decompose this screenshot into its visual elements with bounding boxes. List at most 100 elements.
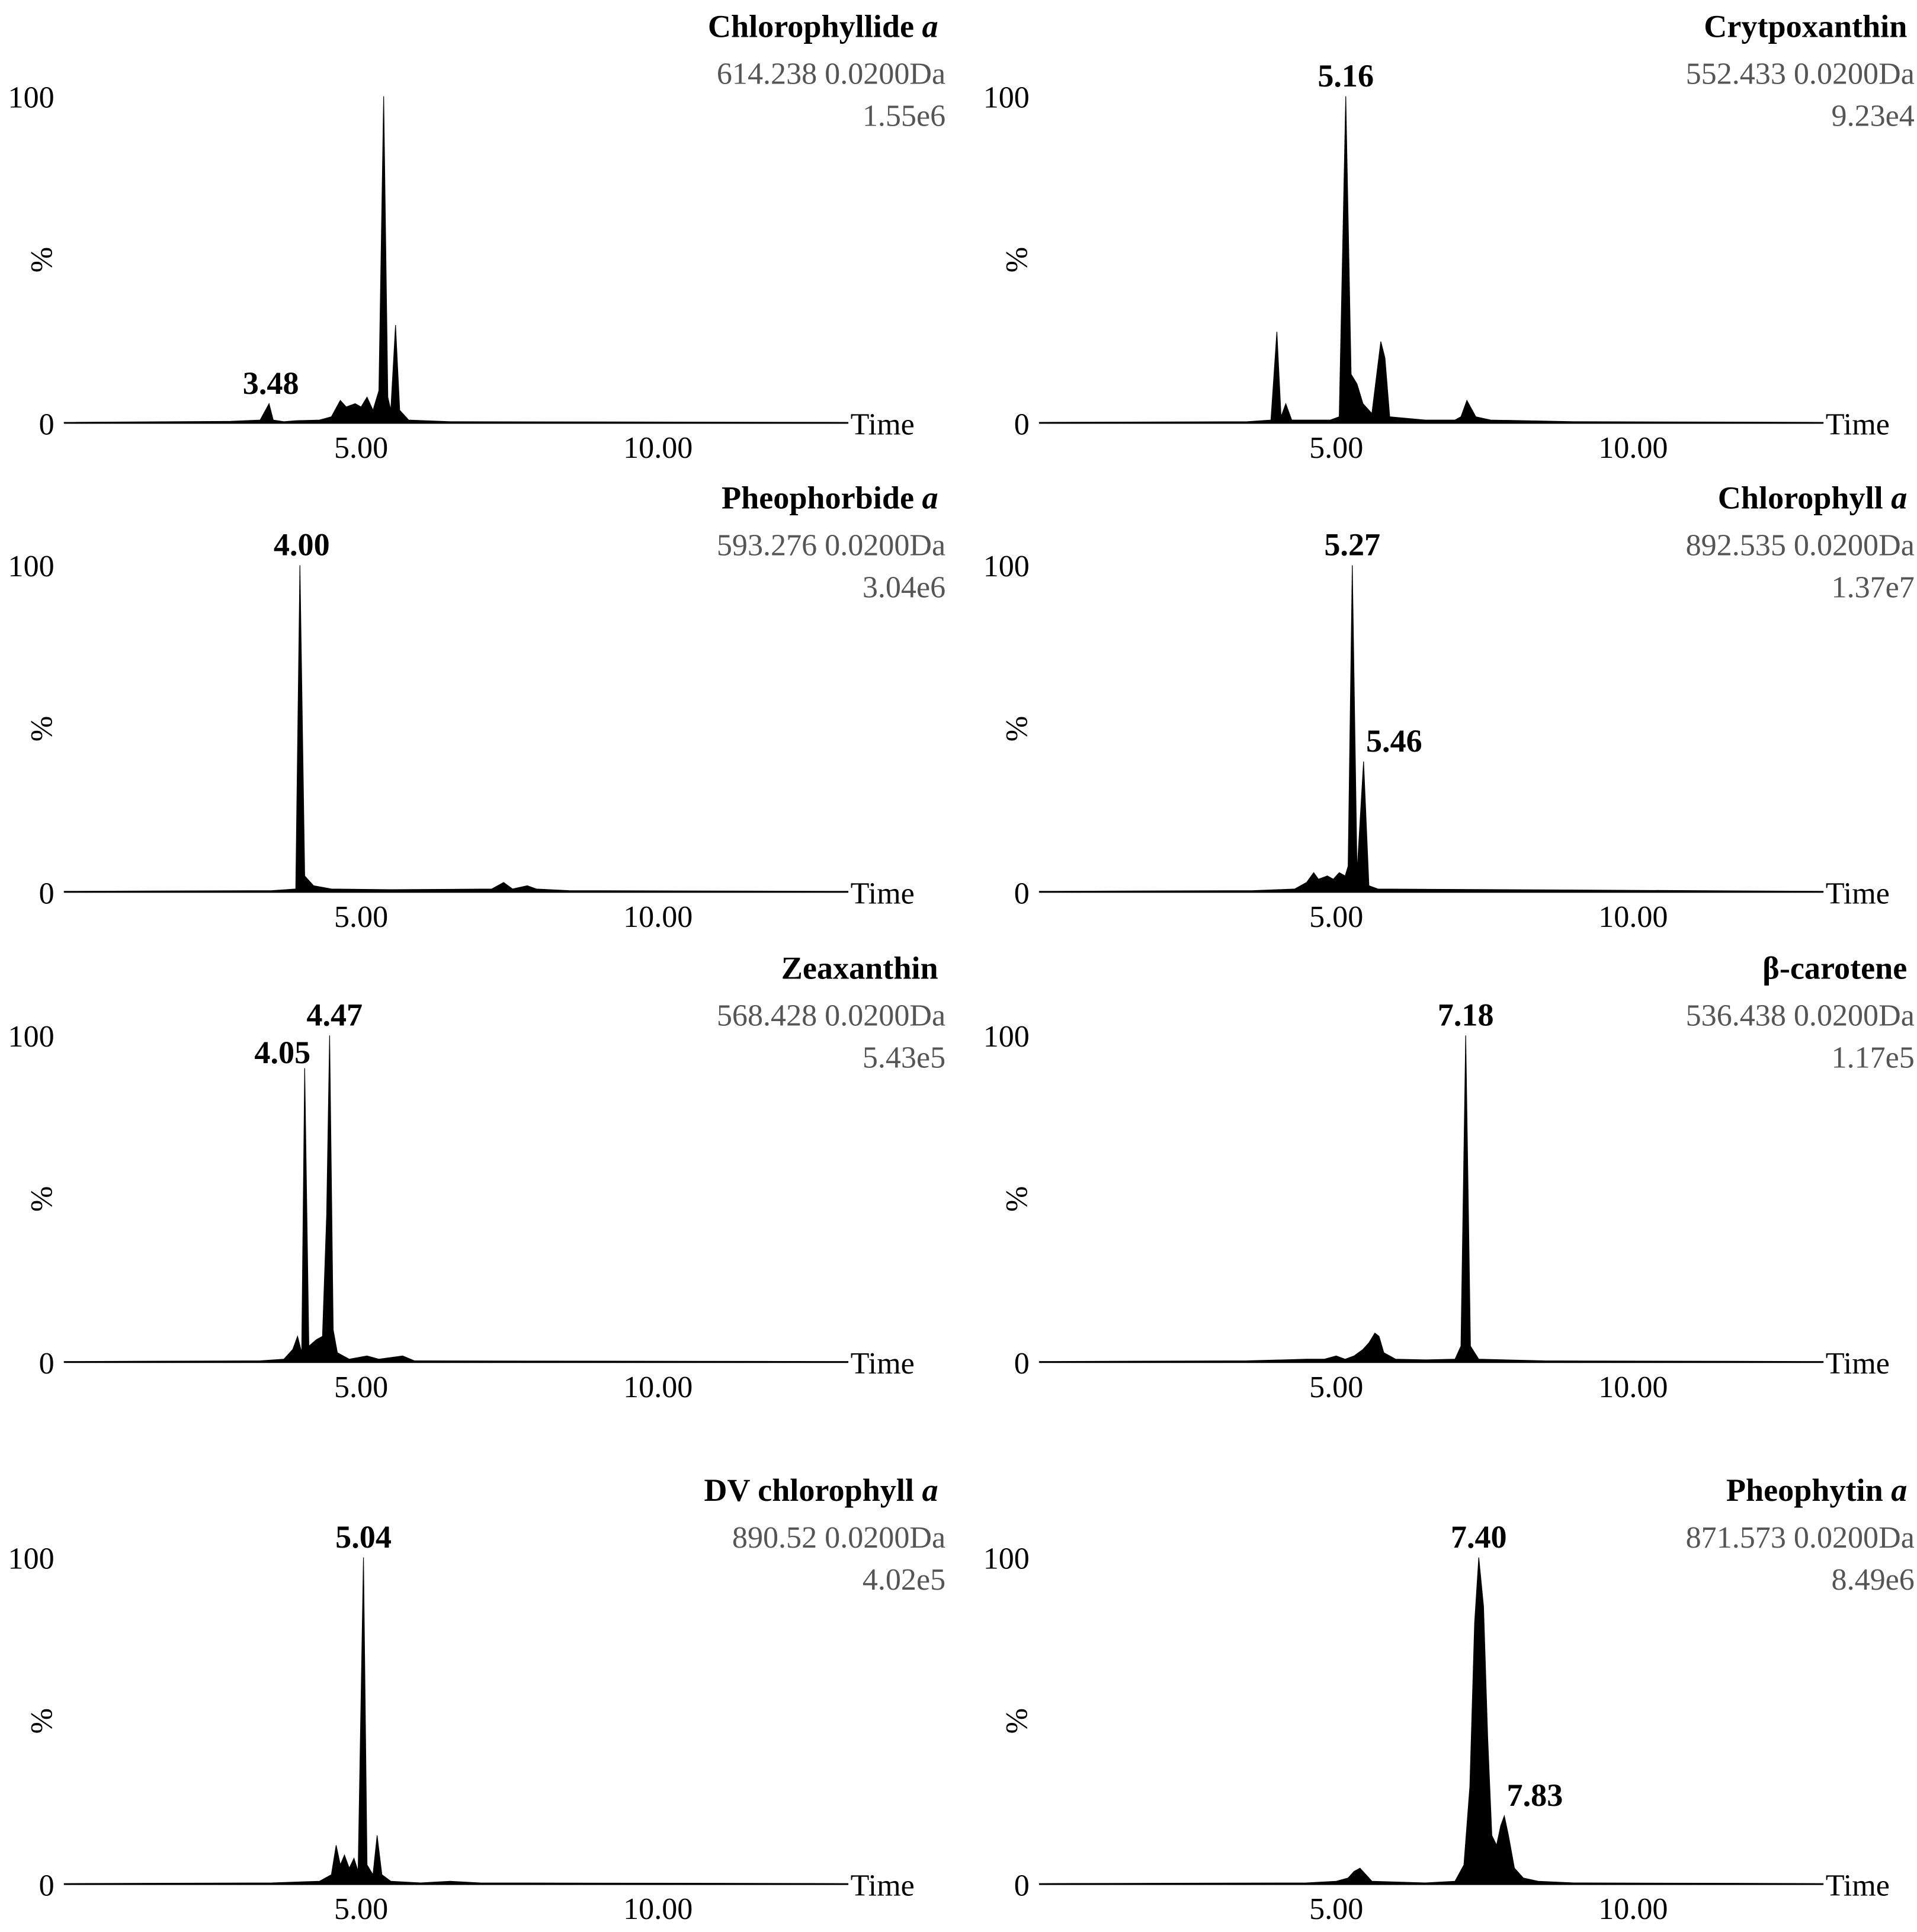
chromatogram-panel-1: 0 100% 5.00 10.00 Time Chlorophyllide a 614.23… bbox=[8, 9, 946, 466]
x-axis-label: Time bbox=[851, 1869, 915, 1903]
panel-title: Pheophorbide a bbox=[722, 480, 938, 515]
y-axis-label: % bbox=[25, 716, 59, 742]
y-tick-label: 100 bbox=[983, 1542, 1030, 1575]
y-tick-label: 100 bbox=[8, 1020, 55, 1054]
y-tick-label: 0 bbox=[39, 877, 55, 910]
x-tick-label: 5.00 bbox=[334, 1371, 388, 1404]
panel-title: Crytpoxanthin bbox=[1704, 9, 1907, 44]
x-tick-label: 10.00 bbox=[623, 1371, 693, 1404]
mass-window-label: 536.438 0.0200Da bbox=[1686, 999, 1915, 1033]
mass-window-label: 593.276 0.0200Da bbox=[717, 529, 945, 563]
x-tick-label: 10.00 bbox=[1598, 1371, 1668, 1404]
chromatogram-trace bbox=[63, 1035, 849, 1363]
y-tick-label: 0 bbox=[1014, 1869, 1030, 1903]
x-axis-label: Time bbox=[851, 407, 915, 441]
x-axis-label: Time bbox=[851, 1347, 915, 1381]
y-tick-label: 100 bbox=[983, 550, 1030, 583]
x-tick-label: 5.00 bbox=[334, 900, 388, 934]
x-tick-label: 10.00 bbox=[623, 431, 693, 465]
intensity-label: 5.43e5 bbox=[863, 1041, 945, 1074]
mass-window-label: 568.428 0.0200Da bbox=[717, 999, 945, 1033]
mass-window-label: 614.238 0.0200Da bbox=[717, 57, 945, 91]
panel-title: Zeaxanthin bbox=[781, 950, 938, 986]
intensity-label: 1.17e5 bbox=[1832, 1041, 1915, 1074]
y-tick-label: 100 bbox=[983, 81, 1030, 114]
peak-label: 5.27 bbox=[1324, 527, 1380, 563]
intensity-label: 4.02e5 bbox=[863, 1563, 945, 1597]
mass-window-label: 890.52 0.0200Da bbox=[732, 1521, 945, 1555]
x-axis-label: Time bbox=[1826, 407, 1890, 441]
chromatogram-trace bbox=[63, 565, 849, 893]
panel-title: DV chlorophyll a bbox=[704, 1472, 938, 1508]
y-axis-label: % bbox=[1001, 247, 1034, 272]
panel-title: β-carotene bbox=[1762, 950, 1907, 986]
chromatogram-panel-8: 0 100% 5.00 10.00 Time Pheophytin a 871.573 0.… bbox=[983, 1472, 1915, 1926]
y-tick-label: 0 bbox=[39, 1347, 55, 1381]
x-tick-label: 5.00 bbox=[1309, 1371, 1363, 1404]
y-tick-label: 0 bbox=[39, 407, 55, 441]
chromatogram-trace bbox=[1038, 1035, 1824, 1363]
intensity-label: 9.23e4 bbox=[1832, 100, 1915, 133]
panel-title: Pheophytin a bbox=[1726, 1472, 1907, 1508]
peak-label: 7.83 bbox=[1507, 1777, 1563, 1813]
peak-label: 5.16 bbox=[1317, 58, 1374, 94]
x-axis-label: Time bbox=[851, 877, 915, 910]
chromatogram-trace bbox=[1038, 96, 1824, 424]
mass-window-label: 552.433 0.0200Da bbox=[1686, 57, 1915, 91]
mass-window-label: 871.573 0.0200Da bbox=[1686, 1521, 1915, 1555]
chromatogram-panel-4: 0 100% 5.00 10.00 Time Chlorophyll a 892.535 0… bbox=[983, 480, 1915, 933]
x-tick-label: 10.00 bbox=[623, 1892, 693, 1926]
x-tick-label: 5.00 bbox=[334, 1892, 388, 1926]
y-axis-label: % bbox=[1001, 1708, 1034, 1734]
x-tick-label: 10.00 bbox=[1598, 431, 1668, 465]
x-tick-label: 10.00 bbox=[623, 900, 693, 934]
x-axis-label: Time bbox=[1826, 1869, 1890, 1903]
chromatogram-panel-3: 0 100% 5.00 10.00 Time Pheophorbide a 593.276 … bbox=[8, 480, 946, 933]
y-axis-label: % bbox=[25, 1186, 59, 1212]
intensity-label: 3.04e6 bbox=[863, 571, 945, 605]
x-tick-label: 10.00 bbox=[1598, 1892, 1668, 1926]
peak-label: 7.18 bbox=[1438, 997, 1494, 1033]
y-axis-label: % bbox=[25, 247, 59, 272]
y-tick-label: 0 bbox=[1014, 1347, 1030, 1381]
panel-title: Chlorophyllide a bbox=[708, 9, 938, 44]
chromatogram-trace bbox=[1038, 1557, 1824, 1885]
y-tick-label: 0 bbox=[1014, 877, 1030, 910]
chromatogram-panel-2: 0 100% 5.00 10.00 Time Crytpoxanthin 552.433 0… bbox=[983, 9, 1915, 466]
chromatogram-trace bbox=[63, 1557, 849, 1885]
chromatogram-trace bbox=[1038, 565, 1824, 893]
y-tick-label: 100 bbox=[983, 1020, 1030, 1054]
intensity-label: 1.55e6 bbox=[863, 100, 945, 133]
x-tick-label: 10.00 bbox=[1598, 900, 1668, 934]
chromatogram-panel-5: 0 100% 5.00 10.00 Time Zeaxanthin 568.428 0.02… bbox=[8, 950, 946, 1404]
peak-label: 3.48 bbox=[243, 365, 299, 401]
peak-label: 5.04 bbox=[335, 1519, 392, 1555]
intensity-label: 1.37e7 bbox=[1832, 571, 1915, 605]
x-tick-label: 5.00 bbox=[1309, 900, 1363, 934]
peak-label: 4.00 bbox=[274, 527, 330, 563]
chromatogram-trace bbox=[63, 96, 849, 424]
x-axis-label: Time bbox=[1826, 877, 1890, 910]
panel-title: Chlorophyll a bbox=[1718, 480, 1908, 515]
x-tick-label: 5.00 bbox=[1309, 431, 1363, 465]
y-tick-label: 0 bbox=[1014, 407, 1030, 441]
mass-window-label: 892.535 0.0200Da bbox=[1686, 529, 1915, 563]
chromatogram-panel-7: 0 100% 5.00 10.00 Time DV chlorophyll a 890.52… bbox=[8, 1472, 946, 1926]
y-axis-label: % bbox=[1001, 716, 1034, 742]
x-axis-label: Time bbox=[1826, 1347, 1890, 1381]
intensity-label: 8.49e6 bbox=[1832, 1563, 1915, 1597]
y-tick-label: 100 bbox=[8, 550, 55, 583]
x-tick-label: 5.00 bbox=[334, 431, 388, 465]
y-tick-label: 100 bbox=[8, 81, 55, 114]
x-tick-label: 5.00 bbox=[1309, 1892, 1363, 1926]
y-tick-label: 0 bbox=[39, 1869, 55, 1903]
peak-label: 7.40 bbox=[1451, 1519, 1507, 1555]
peak-label: 5.46 bbox=[1366, 723, 1422, 759]
chromatogram-panel-6: 0 100% 5.00 10.00 Time β-carotene 536.438 0.02… bbox=[983, 950, 1915, 1404]
y-axis-label: % bbox=[1001, 1186, 1034, 1212]
y-tick-label: 100 bbox=[8, 1542, 55, 1575]
peak-label: 4.47 bbox=[306, 997, 363, 1033]
y-axis-label: % bbox=[25, 1708, 59, 1734]
peak-label: 4.05 bbox=[254, 1035, 310, 1070]
